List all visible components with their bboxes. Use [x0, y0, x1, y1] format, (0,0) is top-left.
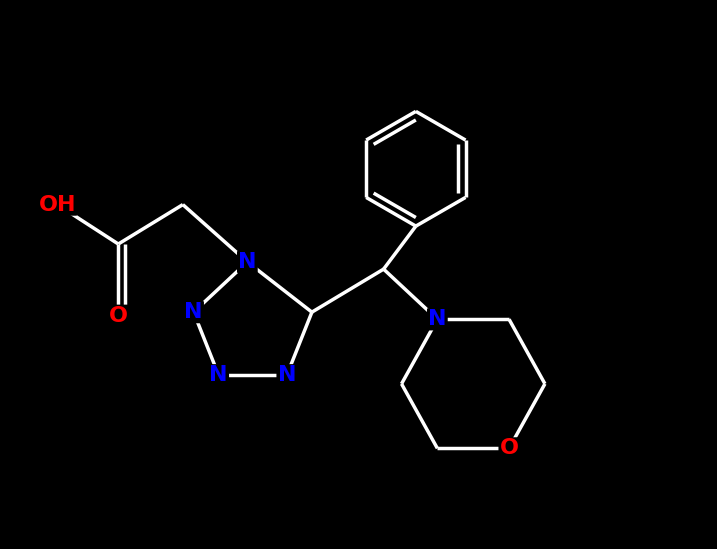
Text: O: O — [500, 438, 518, 458]
Text: N: N — [428, 309, 447, 329]
Text: N: N — [209, 365, 228, 385]
Text: OH: OH — [39, 194, 76, 215]
Text: O: O — [109, 306, 128, 326]
Text: N: N — [277, 365, 296, 385]
Text: N: N — [184, 302, 203, 322]
Text: N: N — [238, 252, 257, 272]
